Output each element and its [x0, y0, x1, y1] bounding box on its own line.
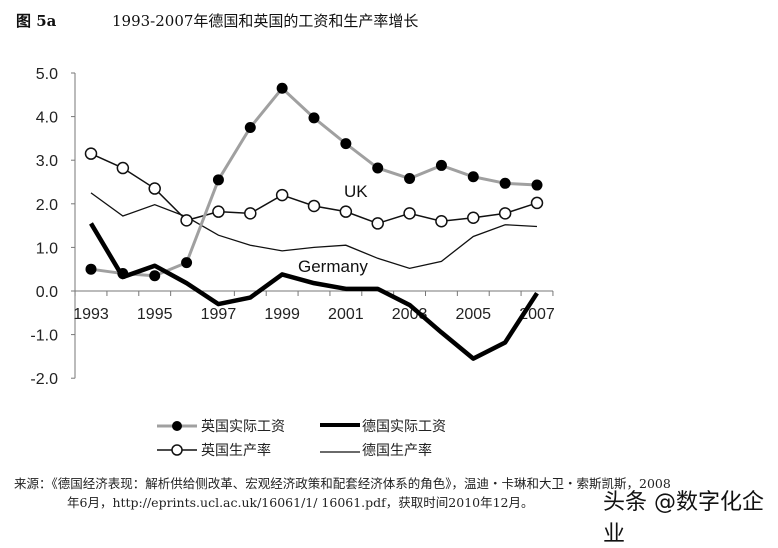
y-tick-label: 3.0: [36, 153, 58, 170]
chart-axes: 5.0 4.0 3.0 2.0 1.0 0.0 -1.0 -2.0 1993 1995 1997 19…: [30, 66, 554, 388]
uk-wage-marker: [276, 82, 288, 94]
uk-productivity-marker: [148, 182, 161, 195]
uk-annotation: UK: [344, 182, 368, 201]
uk-wage-marker: [308, 112, 320, 124]
legend-label: 英国实际工资: [201, 418, 285, 435]
y-tick-label: -1.0: [30, 328, 58, 345]
uk-wage-marker: [181, 257, 193, 269]
figure-label: 图 5a: [16, 12, 57, 30]
watermark: 头条 @数字化企业: [603, 490, 764, 547]
uk-wage-marker: [85, 263, 97, 275]
uk-productivity-marker: [180, 214, 193, 227]
uk-productivity-marker: [403, 207, 416, 220]
uk-productivity-marker: [371, 217, 384, 230]
uk-wage-marker: [340, 138, 352, 150]
uk-wage-marker: [212, 174, 224, 186]
line-chart: 5.0 4.0 3.0 2.0 1.0 0.0 -1.0 -2.0 1993 1995 1997 19…: [30, 66, 554, 459]
legend-open-circle-icon: [171, 444, 183, 456]
chart-title: 1993-2007年德国和英国的工资和生产率增长: [112, 12, 419, 30]
uk-productivity-marker: [116, 161, 130, 175]
y-tick-label: 4.0: [36, 110, 58, 127]
legend-label: 德国实际工资: [362, 419, 446, 435]
germany-annotation: Germany: [298, 257, 368, 276]
x-tick-label: 1995: [137, 306, 173, 323]
uk-productivity-marker: [498, 207, 512, 220]
uk-productivity-marker: [435, 214, 448, 228]
uk-wage-marker: [467, 171, 479, 183]
legend-label: 英国生产率: [201, 442, 271, 459]
y-tick-label: 0.0: [36, 284, 58, 301]
uk-wage-marker: [244, 122, 256, 133]
x-tick-label: 1997: [201, 306, 237, 323]
source-line-2: 年6月，http://eprints.ucl.ac.uk/16061/1/ 16…: [67, 495, 534, 510]
x-tick-label: 2005: [455, 306, 491, 323]
series-germany-wage: [89, 222, 539, 361]
x-tick-label: 1999: [264, 306, 300, 323]
y-tick-label: 1.0: [36, 240, 58, 257]
source-line-1: 来源：《德国经济表现：解析供给侧改革、宏观经济政策和配套经济体系的角色》，温迪・…: [14, 476, 671, 491]
uk-productivity-marker: [307, 199, 321, 213]
y-tick-label: 2.0: [36, 197, 58, 214]
uk-productivity-marker: [530, 196, 544, 210]
uk-productivity-marker: [275, 188, 289, 202]
legend-item-uk-wage: 英国实际工资: [157, 418, 285, 435]
uk-wage-marker: [372, 162, 384, 174]
uk-productivity-marker: [244, 207, 257, 220]
uk-wage-marker: [531, 179, 543, 191]
uk-wage-marker: [149, 270, 161, 282]
uk-productivity-marker: [84, 147, 98, 160]
uk-wage-marker: [435, 159, 447, 171]
uk-productivity-marker: [212, 205, 225, 218]
uk-wage-marker: [404, 173, 416, 185]
legend-filled-circle-icon: [172, 421, 182, 431]
x-tick-label: 2001: [328, 306, 364, 323]
legend-label: 德国生产率: [362, 442, 432, 459]
chart-series: [84, 82, 544, 361]
legend-item-germany-productivity: 德国生产率: [320, 442, 432, 459]
x-tick-label: 1993: [73, 306, 109, 323]
series-germany-productivity: [90, 192, 538, 269]
chart-legend: 英国实际工资 德国实际工资 英国生产率 德国生产率: [157, 418, 446, 459]
y-tick-label: 5.0: [36, 66, 58, 83]
uk-productivity-marker: [467, 211, 480, 225]
uk-productivity-marker: [339, 205, 353, 218]
uk-wage-marker: [117, 268, 129, 280]
legend-item-germany-wage: 德国实际工资: [320, 419, 446, 435]
y-tick-label: -2.0: [30, 371, 58, 388]
legend-item-uk-productivity: 英国生产率: [157, 442, 271, 459]
uk-wage-marker: [499, 177, 511, 189]
source-note: 来源：《德国经济表现：解析供给侧改革、宏观经济政策和配套经济体系的角色》，温迪・…: [14, 474, 671, 512]
